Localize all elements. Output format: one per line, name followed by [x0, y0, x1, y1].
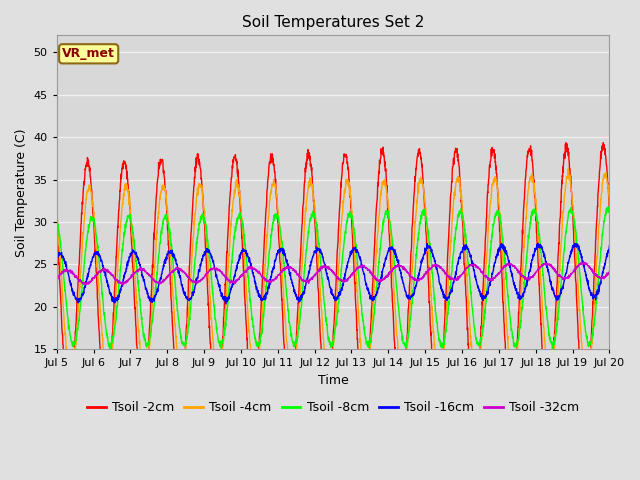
Text: VR_met: VR_met [62, 48, 115, 60]
Legend: Tsoil -2cm, Tsoil -4cm, Tsoil -8cm, Tsoil -16cm, Tsoil -32cm: Tsoil -2cm, Tsoil -4cm, Tsoil -8cm, Tsoi… [82, 396, 584, 420]
Title: Soil Temperatures Set 2: Soil Temperatures Set 2 [242, 15, 424, 30]
Y-axis label: Soil Temperature (C): Soil Temperature (C) [15, 128, 28, 257]
X-axis label: Time: Time [317, 374, 348, 387]
